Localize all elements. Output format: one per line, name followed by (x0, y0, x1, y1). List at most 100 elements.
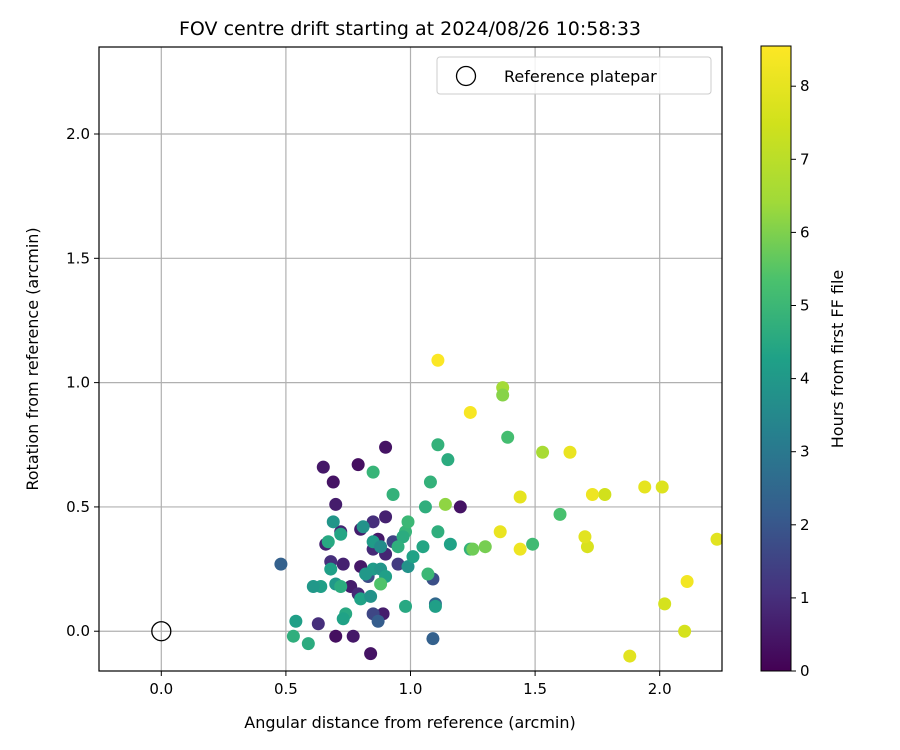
data-point (329, 497, 343, 511)
legend-marker-open-circle (455, 65, 477, 87)
chart-title: FOV centre drift starting at 2024/08/26 … (179, 18, 641, 40)
reference-platepar-marker (151, 621, 172, 642)
data-point (366, 515, 380, 529)
x-tick-label: 1.0 (399, 680, 423, 698)
x-axis-label: Angular distance from reference (arcmin) (244, 713, 575, 732)
data-point (680, 575, 694, 589)
data-point (553, 507, 567, 521)
data-point (478, 540, 492, 554)
data-point (316, 460, 330, 474)
data-point (441, 453, 455, 467)
y-tick-label: 0.0 (66, 622, 90, 640)
data-point (710, 532, 722, 546)
data-point (423, 475, 437, 489)
data-point (311, 617, 325, 631)
data-point (658, 597, 672, 611)
colorbar-tick-label: 1 (800, 589, 810, 607)
data-point (463, 405, 477, 419)
data-point (326, 515, 340, 529)
data-point (374, 540, 388, 554)
data-point (431, 438, 445, 452)
x-tick-label: 2.0 (648, 680, 672, 698)
colorbar-tick-label: 8 (800, 77, 810, 95)
data-point (366, 465, 380, 479)
data-point (334, 579, 348, 593)
data-point (326, 475, 340, 489)
data-point (418, 500, 432, 514)
colorbar-frame (760, 45, 792, 672)
data-point (580, 540, 594, 554)
data-point (351, 458, 365, 472)
data-point (638, 480, 652, 494)
data-point (428, 599, 442, 613)
data-point (374, 577, 388, 591)
grid (99, 47, 722, 671)
data-point (496, 388, 510, 402)
data-point (356, 520, 370, 534)
data-point (324, 562, 338, 576)
data-point (585, 487, 599, 501)
data-point (466, 542, 480, 556)
data-point (678, 624, 692, 638)
data-point (334, 527, 348, 541)
x-tick-label: 0.0 (149, 680, 173, 698)
data-point (406, 550, 420, 564)
reference-layer (151, 621, 172, 642)
colorbar-tick-label: 5 (800, 297, 810, 315)
x-tick-label: 1.5 (523, 680, 547, 698)
data-point (301, 637, 315, 651)
data-point (286, 629, 300, 643)
data-point (379, 510, 393, 524)
data-point (354, 592, 368, 606)
y-axis-label: Rotation from reference (arcmin) (23, 227, 42, 490)
y-tick-label: 1.5 (66, 249, 90, 267)
data-point (274, 557, 288, 571)
colorbar-ticks: 0 1 2 3 4 5 6 7 8 (791, 77, 810, 680)
data-point (578, 530, 592, 544)
colorbar-tick-label: 2 (800, 516, 810, 534)
legend-entry-label: Reference platepar (504, 67, 657, 86)
data-point (431, 353, 445, 367)
data-point (416, 540, 430, 554)
data-point (655, 480, 669, 494)
data-point (371, 614, 385, 628)
data-point (563, 445, 577, 459)
data-point (336, 557, 350, 571)
data-point (513, 490, 527, 504)
data-point (399, 599, 413, 613)
colorbar-tick-label: 4 (800, 370, 810, 388)
data-point (526, 537, 540, 551)
y-axis-ticks: 0.0 0.5 1.0 1.5 2.0 (66, 125, 99, 640)
data-point (536, 445, 550, 459)
data-point (321, 535, 335, 549)
colorbar-tick-label: 3 (800, 443, 810, 461)
data-point (421, 567, 435, 581)
data-point (443, 537, 457, 551)
colorbar: 0 1 2 3 4 5 6 7 8 Hours from first FF file (760, 45, 847, 680)
data-point (379, 440, 393, 454)
data-point (391, 557, 405, 571)
data-point (396, 530, 410, 544)
data-point (364, 589, 378, 603)
colorbar-tick-label: 7 (800, 150, 810, 168)
colorbar-tick-label: 0 (800, 662, 810, 680)
data-point (623, 649, 637, 663)
data-point (289, 614, 303, 628)
y-tick-label: 2.0 (66, 125, 90, 143)
y-tick-label: 0.5 (66, 498, 90, 516)
data-point (513, 542, 527, 556)
data-point (336, 612, 350, 626)
data-point (364, 647, 378, 661)
x-axis-ticks: 0.0 0.5 1.0 1.5 2.0 (149, 671, 672, 698)
data-point (359, 567, 373, 581)
data-point (391, 540, 405, 554)
data-point (329, 629, 343, 643)
data-point (401, 515, 415, 529)
legend-box (436, 56, 712, 95)
data-points (274, 353, 722, 663)
y-tick-label: 1.0 (66, 374, 90, 392)
colorbar-label: Hours from first FF file (828, 270, 847, 449)
data-point (346, 629, 360, 643)
data-point (501, 430, 515, 444)
